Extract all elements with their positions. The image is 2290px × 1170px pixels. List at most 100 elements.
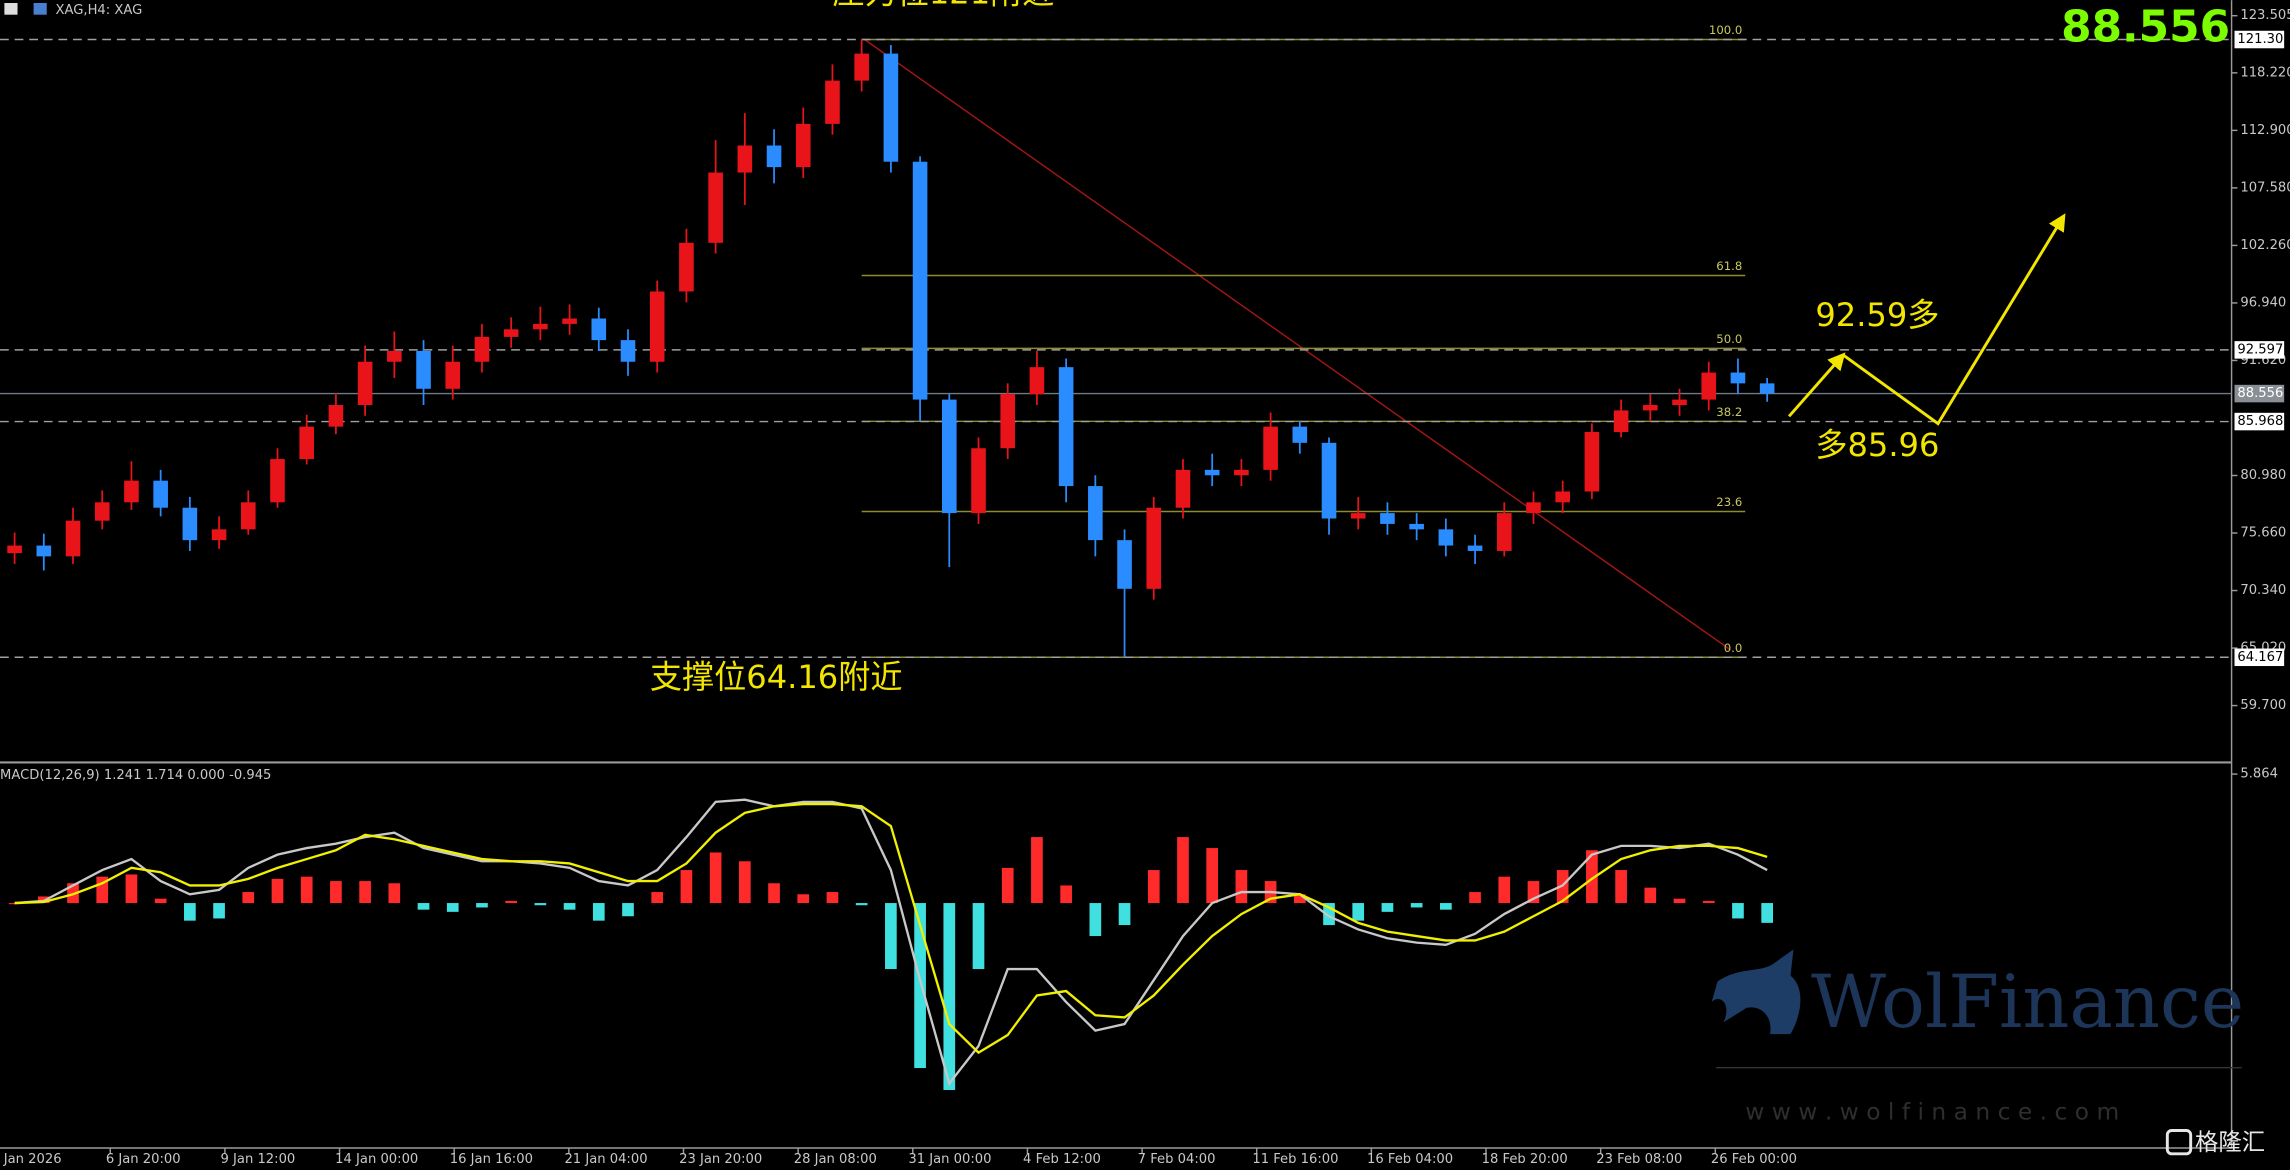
candle-body — [299, 426, 314, 460]
y-tick-label: 70.340 — [2240, 583, 2286, 598]
histogram-bar — [1527, 881, 1540, 904]
price-level-box — [2234, 341, 2285, 359]
fib-label: 100.0 — [1709, 23, 1742, 37]
histogram-bar — [1060, 885, 1072, 904]
price-level-label: 85.968 — [2237, 414, 2283, 429]
candle-body — [270, 459, 285, 503]
candle-body — [1701, 372, 1717, 400]
histogram-bar — [943, 903, 956, 1091]
candle-body — [1643, 404, 1658, 411]
candle-body — [1088, 486, 1103, 541]
candle-body — [708, 172, 723, 243]
indicator-title: MACD(12,26,9) 1.241 1.714 0.000 -0.945 — [0, 768, 271, 783]
candle-body — [1730, 372, 1746, 384]
histogram-bar — [914, 903, 926, 1069]
histogram-bar — [1352, 903, 1365, 921]
histogram-bar — [96, 876, 109, 904]
candle-body — [94, 502, 110, 521]
candle-body — [36, 545, 52, 557]
candle-body — [1584, 432, 1600, 492]
y-tick-label: 112.900 — [2240, 123, 2290, 138]
x-tick-label: 6 Jan 20:00 — [106, 1152, 181, 1167]
candle-body — [679, 242, 694, 292]
histogram-bar — [271, 878, 284, 904]
candle-body — [971, 448, 986, 514]
x-tick-label: 26 Feb 00:00 — [1711, 1152, 1797, 1167]
x-tick-label: 14 Jan 00:00 — [335, 1152, 418, 1167]
marks: 123.505 118.220 112.900 107.580 102.260 96.94… — [0, 8, 2290, 1167]
histogram-bar — [885, 903, 897, 970]
histogram-bar — [1410, 903, 1423, 908]
candle-body — [416, 350, 431, 389]
histogram-bar — [125, 874, 138, 904]
annotation: 多85.96 — [1815, 426, 1939, 464]
x-tick-label: 18 Feb 20:00 — [1482, 1152, 1568, 1167]
fib-label: 0.0 — [1724, 641, 1743, 655]
watermark-logo — [1711, 949, 1801, 1035]
histogram-bar — [563, 903, 576, 910]
candle-body — [1058, 367, 1074, 487]
chart-title: XAG,H4: XAG — [55, 3, 142, 18]
price-level-label: 92.597 — [2237, 342, 2283, 357]
candle-body — [1146, 507, 1162, 589]
histogram-bar — [330, 881, 342, 904]
histogram-bar — [1177, 837, 1189, 904]
histogram-bar — [1586, 850, 1598, 904]
histogram-bar — [505, 900, 518, 904]
histogram-bar — [1118, 903, 1131, 926]
y-tick-label: 118.220 — [2240, 65, 2290, 80]
y-tick-label: 59.700 — [2240, 698, 2286, 713]
candle-body — [1175, 469, 1191, 508]
candle-body — [1350, 513, 1366, 519]
histogram-bar — [1001, 867, 1014, 904]
candle-body — [1409, 523, 1424, 530]
candle-body — [445, 361, 461, 389]
histogram-bar — [622, 903, 634, 917]
histogram-bar — [184, 903, 196, 921]
histogram-bar — [476, 903, 488, 908]
histogram-bar — [797, 894, 810, 904]
candle-body — [65, 520, 81, 557]
histogram-bar — [242, 892, 255, 904]
histogram-bar — [1469, 892, 1481, 904]
candle-body — [795, 123, 811, 168]
histogram-bar — [446, 903, 459, 912]
y-tick-label: 123.505 — [2240, 8, 2290, 23]
price-level-box — [2234, 648, 2285, 667]
candle-body — [387, 350, 402, 362]
candle-body — [1613, 410, 1629, 433]
watermark-site: w w w . w o l f i n a n c e . c o m — [1745, 1097, 2119, 1125]
price-level-label: 64.167 — [2237, 650, 2283, 665]
histogram-bar — [592, 903, 605, 921]
price-level-box — [2234, 412, 2285, 431]
histogram-bar — [709, 852, 722, 904]
histogram-bar — [1673, 898, 1686, 904]
macd-line — [14, 798, 1768, 1086]
candle-body — [1321, 442, 1337, 519]
x-tick-label: 16 Feb 04:00 — [1367, 1152, 1453, 1167]
fib-label: 61.8 — [1716, 259, 1742, 273]
x-tick-label: 7 Feb 04:00 — [1138, 1152, 1216, 1167]
candle-body — [1672, 399, 1687, 405]
header-icon — [33, 3, 47, 15]
candle-body — [649, 291, 665, 362]
histogram-bar — [1147, 870, 1160, 904]
x-tick-label: 11 Feb 16:00 — [1252, 1152, 1338, 1167]
histogram-bar — [417, 903, 430, 910]
histogram-bar — [8, 903, 21, 905]
x-tick-label: 28 Jan 08:00 — [794, 1152, 877, 1167]
candle-body — [737, 145, 753, 173]
candle-body — [1204, 469, 1220, 476]
candle-body — [1029, 367, 1045, 395]
candle-body — [182, 507, 198, 541]
plan-arrow — [1842, 213, 2066, 426]
histogram-bar — [1644, 887, 1657, 904]
current-price-label: 88.556 — [2237, 386, 2283, 401]
current-price-big: 88.556 — [2061, 1, 2230, 52]
y-tick-label: 5.864 — [2240, 767, 2278, 782]
histogram-bar — [300, 876, 313, 904]
histogram-bar — [1761, 903, 1773, 923]
fib-label: 50.0 — [1716, 332, 1742, 346]
x-tick-label: 2 Jan 2026 — [0, 1152, 62, 1167]
